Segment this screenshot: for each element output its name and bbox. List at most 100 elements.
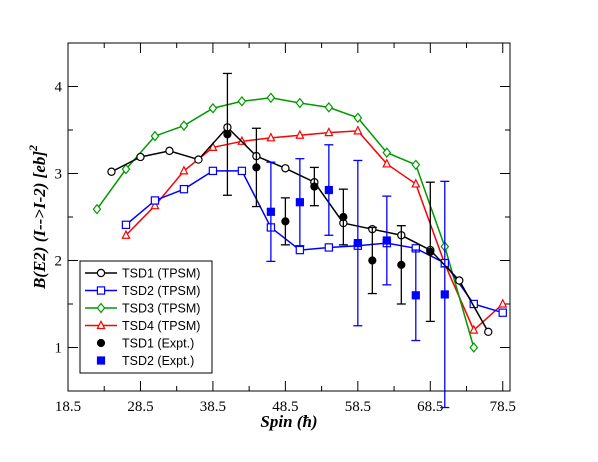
data-point [121, 220, 131, 230]
data-point [150, 196, 160, 205]
data-point [281, 217, 290, 226]
x-tick-label: 58.5 [345, 399, 371, 415]
series-tsd2-tpsm [121, 166, 507, 317]
data-point [179, 184, 189, 194]
data-point [208, 166, 218, 176]
data-point [382, 236, 391, 245]
legend-marker [96, 302, 106, 314]
data-point [397, 260, 406, 269]
data-point [266, 92, 276, 104]
legend-label: TSD2 (Expt.) [122, 354, 194, 368]
x-axis-title: Spin (ħ) [260, 412, 317, 431]
y-axis-title: B(E2) (I-->I-2) [eb]2 [26, 145, 49, 290]
legend-item: TSD1 (TPSM) [85, 267, 200, 281]
y-axis-title-superscript: 2 [26, 145, 40, 152]
data-point [339, 212, 348, 222]
data-point [281, 164, 290, 173]
axes: 18.5 28.5 38.5 48.5 58.5 68.5 78.5 1 2 3 4 [55, 42, 516, 415]
data-point [382, 158, 392, 168]
legend-label: TSD1 (Expt.) [122, 337, 194, 351]
data-point [237, 166, 247, 176]
legend-item: TSD1 (Expt.) [96, 337, 194, 351]
data-point [324, 185, 333, 195]
data-point [266, 207, 275, 216]
legend-box [79, 260, 213, 374]
data-point [411, 178, 421, 188]
data-point [208, 141, 218, 151]
data-point [266, 132, 276, 142]
data-point [469, 342, 479, 353]
data-point [310, 182, 319, 191]
data-point [368, 256, 377, 265]
data-point [107, 167, 116, 176]
y-tick-label: 3 [55, 167, 63, 183]
data-point [353, 112, 363, 124]
data-point [237, 95, 247, 107]
data-point [136, 152, 145, 162]
y-axis-title-group: B(E2) (I-->I-2) [eb]2 [26, 145, 49, 290]
series-line [96, 97, 475, 348]
data-point [179, 165, 189, 175]
data-point [295, 245, 305, 255]
data-point [295, 129, 305, 139]
x-tick-label: 78.5 [490, 399, 516, 415]
series-tsd4-tpsm [121, 125, 508, 334]
legend-marker [96, 356, 106, 365]
data-point [324, 243, 334, 252]
legend-label: TSD1 (TPSM) [122, 267, 200, 281]
x-tick-label: 18.5 [55, 399, 81, 415]
data-point [498, 298, 508, 308]
x-tick-label: 38.5 [200, 399, 226, 415]
y-tick-label: 1 [55, 341, 63, 357]
data-point [223, 130, 232, 139]
data-point [165, 146, 174, 156]
x-tick-label: 48.5 [272, 399, 298, 415]
data-point [179, 120, 189, 131]
data-point [411, 291, 420, 300]
legend-item: TSD3 (TPSM) [85, 302, 200, 316]
data-point [208, 102, 218, 114]
data-point [150, 130, 160, 142]
data-point [353, 125, 363, 135]
legend-marker [96, 338, 106, 348]
data-point [150, 200, 160, 210]
series-line [125, 130, 504, 332]
data-point [121, 163, 131, 175]
series-tsd1-expt [222, 72, 435, 323]
legend-marker [96, 319, 106, 330]
data-point [426, 247, 435, 256]
series-tsd3-tpsm [92, 92, 479, 353]
y-tick-label: 4 [55, 80, 63, 96]
legend-item: TSD2 (TPSM) [85, 284, 200, 298]
data-point [484, 327, 493, 337]
legend-label: TSD4 (TPSM) [122, 319, 200, 333]
y-axis-title-main: B(E2) (I-->I-2) [eb] [30, 151, 49, 290]
data-point [411, 159, 421, 171]
legend-item: TSD4 (TPSM) [85, 319, 200, 333]
legend-item: TSD2 (Expt.) [96, 354, 194, 368]
data-point [353, 239, 362, 248]
data-point [324, 102, 334, 113]
x-tick-label: 28.5 [127, 399, 153, 415]
data-point [252, 163, 261, 172]
y-tick-label: 2 [55, 254, 63, 270]
data-point [440, 290, 449, 299]
data-point [498, 308, 507, 317]
legend-marker [96, 268, 106, 278]
legend-label: TSD3 (TPSM) [122, 302, 200, 316]
legend: TSD1 (TPSM) TSD2 (TPSM) TSD3 (TPSM) TSD4 (T… [79, 260, 213, 374]
legend-label: TSD2 (TPSM) [122, 284, 200, 298]
data-point [455, 276, 464, 285]
data-point [92, 203, 102, 215]
data-point [295, 198, 304, 207]
series-layer [92, 72, 508, 409]
x-tick-label: 68.5 [417, 399, 443, 415]
legend-marker [96, 286, 106, 295]
data-point [469, 324, 479, 334]
data-point [295, 97, 305, 109]
data-point [194, 155, 203, 164]
series-tsd2-expt [266, 144, 450, 409]
plot-frame [67, 42, 511, 392]
data-point [121, 229, 131, 239]
